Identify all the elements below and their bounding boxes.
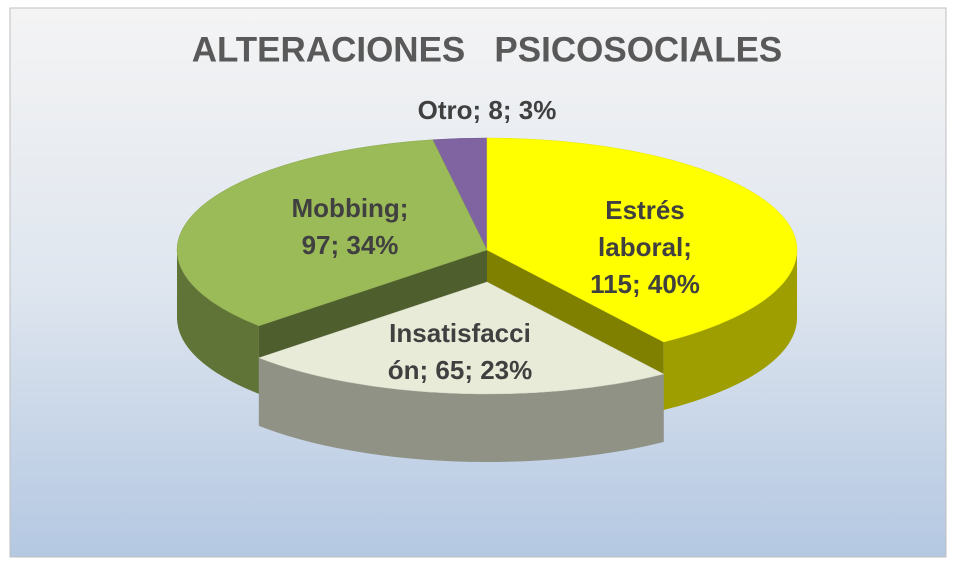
pie-slice — [486, 137, 798, 343]
data-label: 97; 34% — [302, 230, 399, 260]
data-label: Otro; 8; 3% — [418, 95, 557, 125]
pie-slice — [258, 281, 665, 395]
data-label: Insatisfacci — [389, 318, 531, 348]
slice-side — [258, 357, 664, 462]
data-label: laboral; — [598, 232, 692, 262]
data-label: 115; 40% — [590, 269, 700, 299]
data-label: ón; 65; 23% — [388, 355, 533, 385]
chart-title: ALTERACIONES PSICOSOCIALES — [192, 30, 783, 69]
slice-side — [177, 250, 259, 394]
data-label: Estrés — [605, 195, 685, 225]
data-label: Mobbing; — [292, 193, 409, 223]
slice-side — [663, 250, 797, 411]
pie-slice — [176, 139, 488, 327]
